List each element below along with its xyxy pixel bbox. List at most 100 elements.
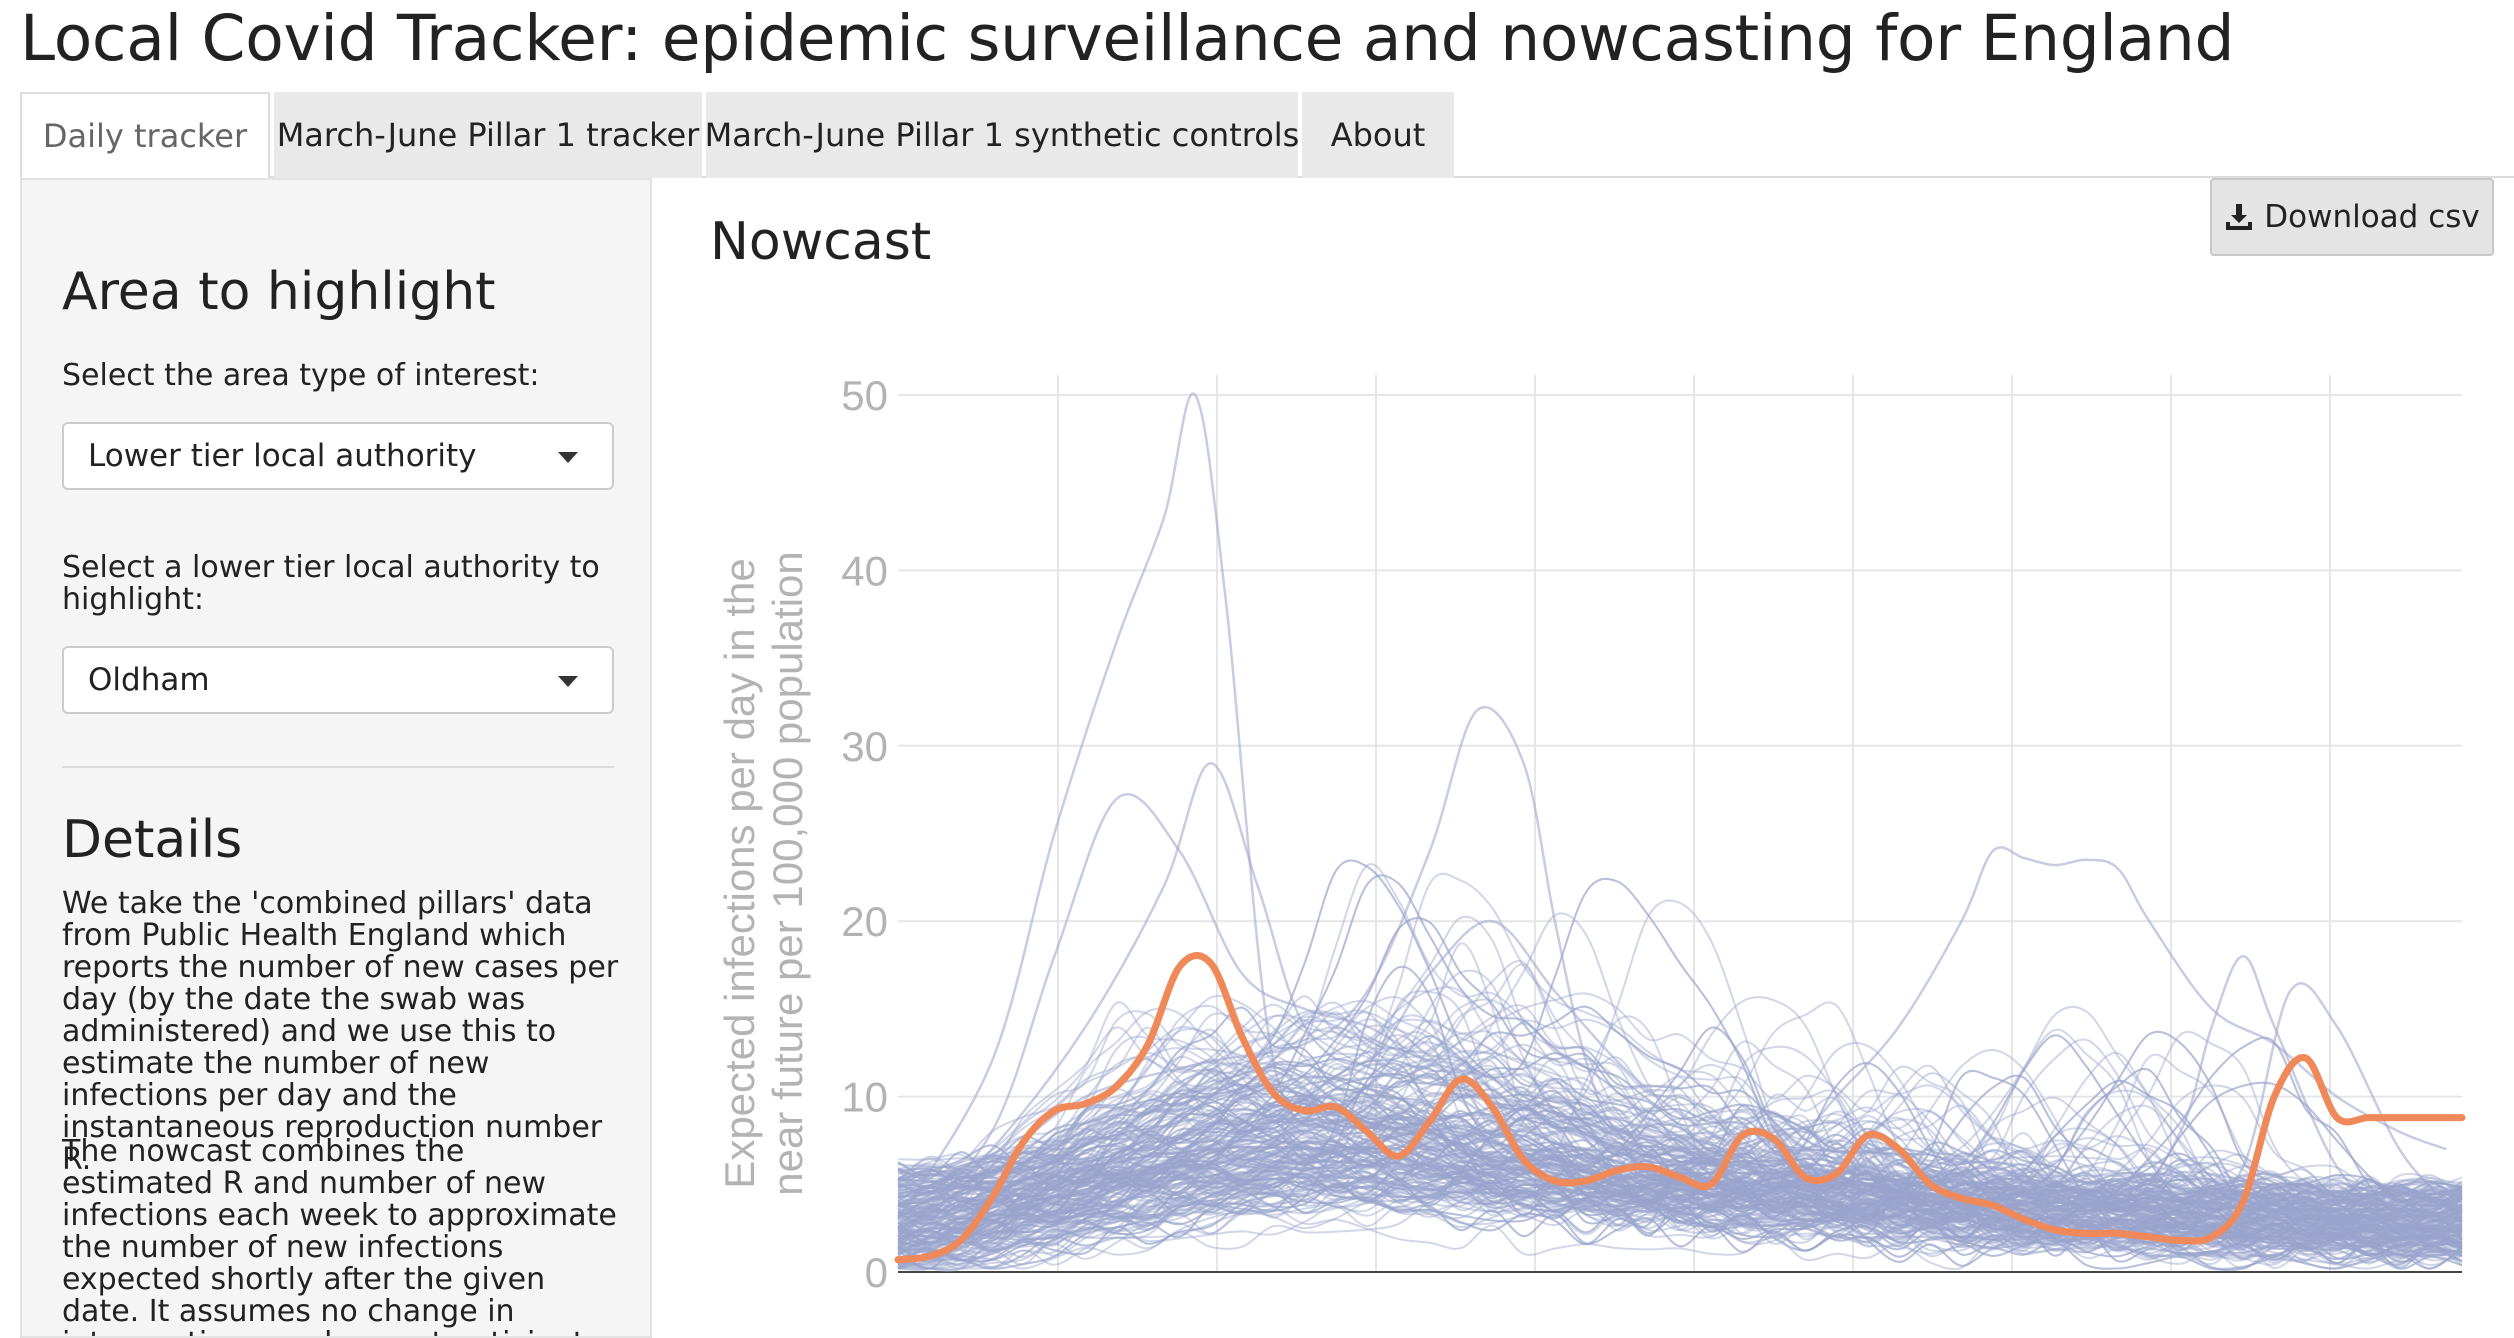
background-series-line	[897, 1160, 2463, 1236]
background-series-line	[897, 1089, 2463, 1245]
background-series-line	[897, 1026, 2463, 1231]
background-series-line	[897, 1163, 2463, 1247]
background-series-line	[897, 1117, 2463, 1236]
background-series-line	[897, 1062, 2463, 1213]
background-series-line	[897, 1047, 2463, 1255]
background-series-line	[897, 999, 2463, 1222]
tab-pillar1-tracker[interactable]: March-June Pillar 1 tracker	[274, 92, 702, 178]
background-series-line	[897, 1115, 2463, 1262]
area-type-value: Lower tier local authority	[88, 438, 477, 474]
background-series-line	[897, 1140, 2463, 1266]
background-series-line	[897, 1056, 2463, 1227]
background-series-line	[897, 1069, 2463, 1252]
background-series-line	[897, 1162, 2463, 1236]
background-series-line	[897, 1073, 2463, 1263]
background-series-line	[897, 859, 2463, 1231]
background-series-line	[897, 1173, 2463, 1271]
background-series-line	[897, 1026, 2463, 1231]
background-series-line	[897, 1141, 2463, 1252]
background-series-line	[896, 392, 2447, 1258]
background-series-line	[897, 994, 2463, 1269]
page-title: Local Covid Tracker: epidemic surveillan…	[20, 2, 2235, 75]
background-series-line	[897, 1015, 2463, 1267]
background-series-line	[897, 1036, 2463, 1217]
area-type-select[interactable]: Lower tier local authority	[62, 422, 614, 490]
background-series-line	[897, 877, 2463, 1270]
background-series-line	[897, 1077, 2463, 1220]
background-series-line	[897, 1115, 2463, 1262]
background-series-line	[897, 1178, 2463, 1271]
background-series-line	[897, 1094, 2463, 1257]
background-series-line	[897, 1105, 2463, 1219]
background-series-line	[897, 1012, 2463, 1268]
background-series-line	[897, 1051, 2463, 1230]
background-series-line	[897, 1148, 2463, 1244]
background-series-line	[897, 1006, 2463, 1230]
background-series-line	[897, 1067, 2463, 1258]
background-series-line	[897, 1104, 2463, 1272]
background-series-line	[897, 998, 2463, 1255]
background-series-line	[897, 1014, 2463, 1270]
y-axis-label-line-2: near future per 100,000 population	[764, 551, 811, 1196]
tab-pillar1-synthetic-controls[interactable]: March-June Pillar 1 synthetic controls	[705, 92, 1299, 178]
background-series-line	[897, 1163, 2463, 1271]
background-series-line	[897, 1103, 2463, 1214]
background-series-line	[897, 995, 2463, 1222]
highlight-series-line	[894, 952, 2466, 1264]
background-series-line	[897, 1095, 2463, 1231]
background-series-line	[897, 1141, 2463, 1270]
background-series-line	[897, 1049, 2463, 1241]
background-series-line	[897, 1062, 2463, 1250]
background-series-line	[897, 1162, 2463, 1207]
background-series-line	[897, 1069, 2463, 1252]
background-series-line	[897, 1156, 2463, 1228]
background-series-line	[897, 1127, 2463, 1266]
highlight-series	[894, 952, 2466, 1264]
background-series-line	[897, 1106, 2463, 1239]
background-series-line	[897, 1167, 2463, 1222]
background-series-line	[897, 996, 2463, 1242]
background-series-line	[897, 1011, 2463, 1213]
background-series-line	[897, 1015, 2463, 1227]
background-series-line	[897, 1052, 2463, 1212]
background-series-line	[897, 1018, 2463, 1217]
background-series-line	[897, 1136, 2463, 1264]
y-tick-label: 20	[841, 898, 888, 945]
download-csv-button[interactable]: Download csv	[2210, 178, 2494, 256]
background-series-line	[897, 1153, 2463, 1233]
background-series-line	[897, 1080, 2463, 1270]
background-series-line	[897, 1006, 2463, 1230]
tab-bar: Daily tracker March-June Pillar 1 tracke…	[20, 92, 2514, 180]
background-series-line	[897, 1097, 2463, 1262]
background-series-line	[897, 1064, 2463, 1260]
background-series-line	[897, 1074, 2463, 1241]
background-series-line	[897, 1114, 2463, 1235]
background-series	[896, 392, 2463, 1272]
background-series-line	[897, 874, 2463, 1218]
background-series-line	[897, 874, 2463, 1218]
background-series-line	[897, 1135, 2463, 1260]
background-series-line	[897, 1073, 2463, 1263]
background-series-line	[897, 1141, 2463, 1208]
background-series-line	[897, 1043, 2463, 1234]
background-series-line	[897, 1081, 2463, 1205]
tab-daily-tracker[interactable]: Daily tracker	[20, 92, 270, 180]
background-series-line	[897, 792, 2447, 1239]
area-select[interactable]: Oldham	[62, 646, 614, 714]
background-series-line	[897, 1042, 2463, 1251]
y-axis-ticks: 0 10 20 30 40 50	[841, 372, 888, 1296]
tab-about[interactable]: About	[1302, 92, 1454, 178]
background-series-line	[897, 1018, 2463, 1251]
background-series-line	[897, 1099, 2463, 1249]
background-series-line	[897, 1095, 2463, 1248]
background-series-line	[897, 1119, 2463, 1263]
background-series-line	[897, 990, 2463, 1252]
background-series-line	[897, 1068, 2463, 1228]
background-series-line	[897, 960, 2463, 1229]
background-series-line	[897, 862, 2463, 1236]
background-series-line	[897, 1070, 2463, 1243]
background-series-line	[897, 1117, 2463, 1236]
background-series-line	[897, 1074, 2463, 1217]
background-series-line	[897, 1060, 2463, 1221]
background-series-line	[897, 1005, 2463, 1238]
